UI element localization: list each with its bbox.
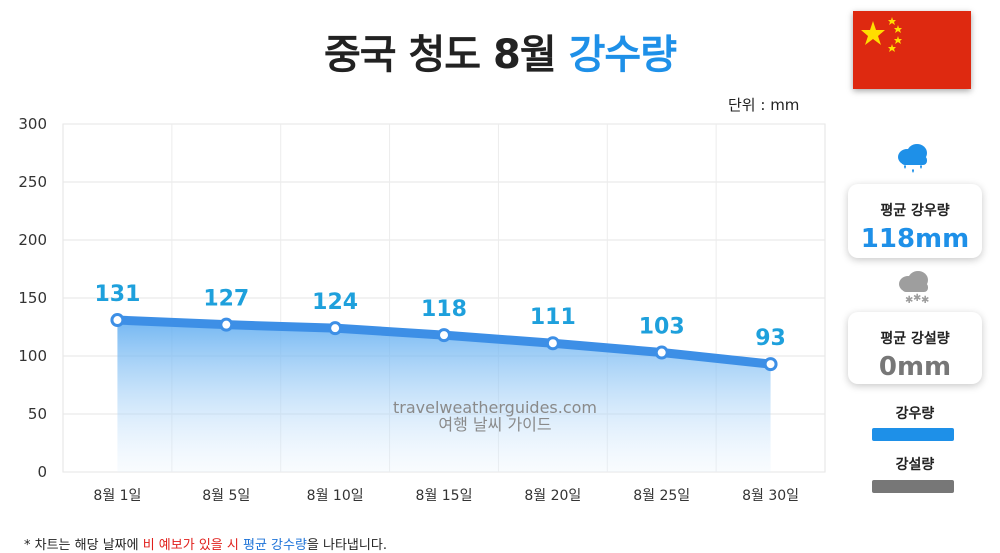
y-tick-label: 200	[18, 231, 47, 249]
y-tick-label: 250	[18, 173, 47, 191]
average-rainfall-value: 118mm	[860, 224, 970, 254]
rainfall-point	[110, 313, 125, 328]
data-label: 131	[94, 282, 140, 307]
rainfall-point	[219, 317, 234, 332]
x-tick-label: 8월 1일	[93, 488, 141, 504]
y-tick-label: 150	[18, 289, 47, 307]
flag-small-star	[894, 36, 902, 44]
y-tick-label: 100	[18, 347, 47, 365]
y-tick-label: 50	[28, 405, 47, 423]
legend-rain-label: 강우량	[895, 406, 935, 422]
svg-text:✱: ✱	[913, 293, 921, 304]
flag-small-star	[894, 25, 902, 33]
average-snowfall-value: 0mm	[878, 352, 952, 382]
watermark-line1: travelweatherguides.com	[393, 398, 597, 417]
unit-label: 단위 : mm	[728, 96, 800, 114]
rainfall-area	[117, 320, 771, 472]
data-label: 124	[312, 290, 358, 315]
footnote-blue-text: 평균 강수량	[242, 538, 307, 553]
china-flag-icon	[853, 11, 971, 89]
flag-small-star	[888, 17, 896, 25]
rainfall-point	[545, 336, 560, 351]
rainfall-point	[437, 328, 451, 343]
data-label: 93	[755, 326, 786, 351]
x-tick-label: 8월 25일	[633, 488, 690, 504]
rain-cloud-icon	[893, 142, 933, 182]
legend-snow-label: 강설량	[895, 457, 935, 473]
rainfall-point	[328, 321, 343, 336]
svg-text:✱: ✱	[905, 295, 913, 306]
flag-big-star	[861, 21, 885, 45]
data-label: 127	[203, 287, 249, 312]
x-tick-label: 8월 20일	[524, 488, 581, 504]
average-snowfall-label: 평균 강설량	[880, 331, 950, 347]
x-tick-label: 8월 30일	[742, 488, 799, 504]
footnote: * 차트는 해당 날짜에 비 예보가 있을 시 평균 강수량을 나타냅니다.	[24, 534, 387, 553]
average-rainfall-label: 평균 강우량	[880, 203, 950, 219]
x-tick-label: 8월 10일	[307, 488, 364, 504]
footnote-red-text: 비 예보가 있을 시	[142, 538, 239, 553]
data-label: 118	[421, 297, 467, 322]
rainfall-point	[654, 345, 669, 360]
footnote-prefix: * 차트는 해당 날짜에	[24, 538, 143, 553]
x-tick-label: 8월 5일	[202, 488, 250, 504]
title-main: 중국 청도 8월	[323, 32, 557, 78]
data-label: 103	[639, 315, 685, 340]
legend-rain-swatch	[872, 428, 954, 441]
legend-snow-swatch	[872, 480, 954, 493]
average-rainfall-card: 평균 강우량 118mm	[848, 184, 982, 258]
flag-small-star	[888, 44, 896, 52]
y-tick-label: 0	[37, 463, 47, 481]
x-tick-label: 8월 15일	[416, 488, 473, 504]
page-title: 중국 청도 8월 강수량	[0, 22, 1000, 80]
data-label: 111	[530, 305, 576, 330]
footnote-suffix: 을 나타냅니다.	[306, 538, 387, 553]
svg-text:✱: ✱	[921, 295, 929, 306]
y-tick-label: 300	[18, 115, 47, 133]
rainfall-point	[763, 357, 778, 372]
watermark-line2: 여행 날씨 가이드	[438, 415, 551, 434]
snow-cloud-icon: ✱ ✱ ✱	[894, 270, 934, 310]
average-snowfall-card: 평균 강설량 0mm	[848, 312, 982, 384]
title-accent: 강수량	[568, 32, 677, 78]
